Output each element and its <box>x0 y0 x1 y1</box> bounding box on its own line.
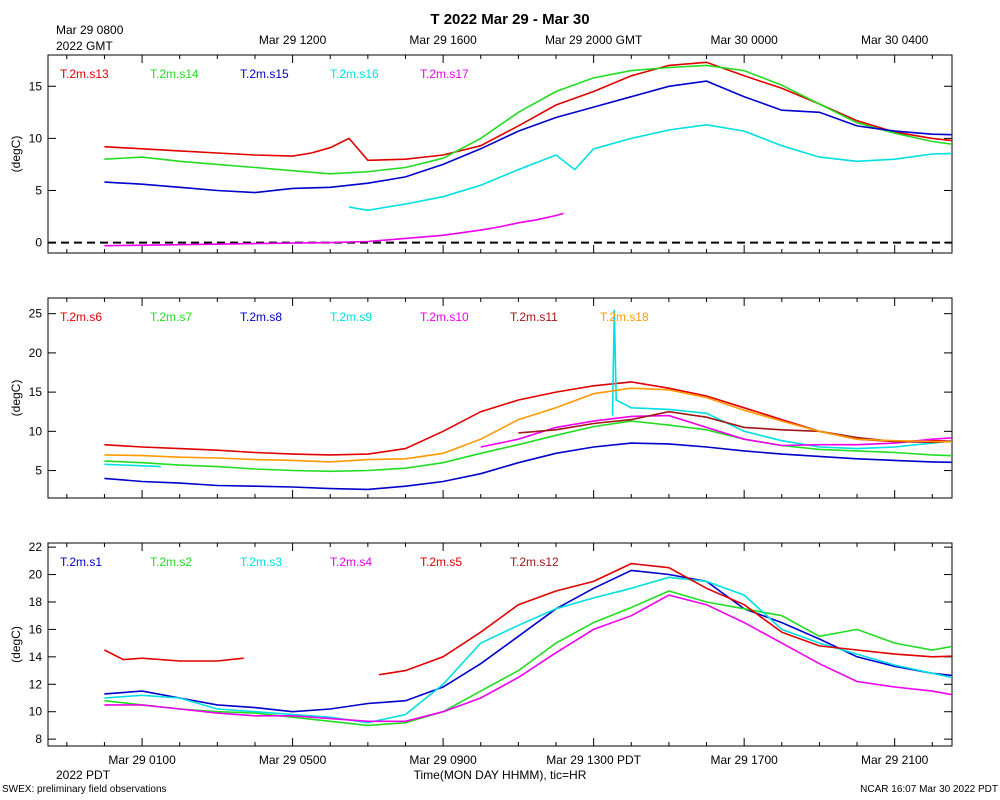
panel-frame <box>47 54 953 254</box>
top-axis-tick-label: Mar 30 0000 <box>710 33 778 47</box>
series-line-T.2m.s4 <box>104 594 952 723</box>
legend-T.2m.s1: T.2m.s1 <box>60 555 102 569</box>
legend-T.2m.s3: T.2m.s3 <box>240 555 282 569</box>
plot-layer: Mar 29 0800 Mar 29 1200 Mar 29 1600 Mar 29 … <box>9 23 953 767</box>
top-axis-tick-label: Mar 29 2000 GMT <box>545 33 643 47</box>
legend-T.2m.s18: T.2m.s18 <box>600 310 649 324</box>
series-line-T.2m.s8 <box>104 442 952 491</box>
series-line-T.2m.s7 <box>104 420 952 473</box>
legend-T.2m.s5: T.2m.s5 <box>420 555 462 569</box>
bottom-axis-year-label: 2022 PDT <box>56 768 111 782</box>
y-tick-label: 12 <box>29 677 43 691</box>
legend-T.2m.s9: T.2m.s9 <box>330 310 372 324</box>
x-axis-label: Time(MON DAY HHMM), tic=HR <box>414 768 587 782</box>
legend-T.2m.s8: T.2m.s8 <box>240 310 282 324</box>
legend-T.2m.s12: T.2m.s12 <box>510 555 559 569</box>
y-axis-label: (degC) <box>9 136 23 173</box>
y-axis-label: (degC) <box>9 626 23 663</box>
bottom-axis-tick-label: Mar 29 2100 <box>861 753 929 767</box>
top-axis-tick-label: Mar 29 1600 <box>409 33 477 47</box>
y-tick-label: 10 <box>29 424 43 438</box>
y-tick-label: 22 <box>29 540 43 554</box>
legend-T.2m.s10: T.2m.s10 <box>420 310 469 324</box>
y-tick-label: 0 <box>35 236 42 250</box>
panel-frame <box>47 542 953 747</box>
y-tick-label: 5 <box>35 464 42 478</box>
y-tick-label: 5 <box>35 183 42 197</box>
legend-T.2m.s14: T.2m.s14 <box>150 67 199 81</box>
top-axis-tick-label: Mar 29 1200 <box>259 33 327 47</box>
legend-T.2m.s7: T.2m.s7 <box>150 310 192 324</box>
legend-T.2m.s2: T.2m.s2 <box>150 555 192 569</box>
top-axis-tick-label: Mar 29 0800 <box>56 23 124 37</box>
y-tick-label: 14 <box>29 650 43 664</box>
series-line-T.2m.s9 <box>104 309 952 468</box>
series-line-T.2m.s14 <box>104 64 952 175</box>
y-tick-label: 16 <box>29 622 43 636</box>
series-line-T.2m.s18 <box>104 387 952 463</box>
series-line-T.2m.s13 <box>104 61 952 162</box>
top-axis-tick-label: Mar 30 0400 <box>861 33 929 47</box>
legend-T.2m.s11: T.2m.s11 <box>510 310 558 324</box>
y-tick-label: 8 <box>35 732 42 746</box>
series-line-T.2m.s15 <box>104 80 952 194</box>
bottom-axis-tick-label: Mar 29 0500 <box>259 753 327 767</box>
legend-T.2m.s16: T.2m.s16 <box>330 67 379 81</box>
footer-right: NCAR 16:07 Mar 30 2022 PDT <box>860 784 998 795</box>
y-tick-label: 18 <box>29 595 43 609</box>
panel-frame <box>47 297 953 499</box>
y-tick-label: 25 <box>29 307 43 321</box>
series-line-T.2m.s5 <box>104 562 952 676</box>
y-tick-label: 10 <box>29 705 43 719</box>
y-tick-label: 10 <box>29 131 43 145</box>
y-axis-label: (degC) <box>9 380 23 417</box>
chart-title: T 2022 Mar 29 - Mar 30 <box>430 11 589 28</box>
bottom-axis-tick-label: Mar 29 1300 PDT <box>546 753 641 767</box>
y-tick-label: 15 <box>29 79 43 93</box>
series-line-T.2m.s16 <box>348 123 952 212</box>
top-axis-year-label: 2022 GMT <box>56 39 113 53</box>
legend-T.2m.s4: T.2m.s4 <box>330 555 372 569</box>
bottom-axis-tick-label: Mar 29 0100 <box>108 753 176 767</box>
y-tick-label: 15 <box>29 385 43 399</box>
y-tick-label: 20 <box>29 346 43 360</box>
legend-T.2m.s13: T.2m.s13 <box>60 67 109 81</box>
series-line-T.2m.s17 <box>104 212 564 247</box>
series-line-T.2m.s2 <box>104 590 952 727</box>
legend-T.2m.s17: T.2m.s17 <box>420 67 469 81</box>
legend-T.2m.s6: T.2m.s6 <box>60 310 102 324</box>
y-tick-label: 20 <box>29 568 43 582</box>
footer-left: SWEX: preliminary field observations <box>2 784 167 795</box>
bottom-axis-tick-label: Mar 29 0900 <box>409 753 477 767</box>
bottom-axis-tick-label: Mar 29 1700 <box>710 753 778 767</box>
legend-T.2m.s15: T.2m.s15 <box>240 67 289 81</box>
series-line-T.2m.s3 <box>104 576 952 724</box>
